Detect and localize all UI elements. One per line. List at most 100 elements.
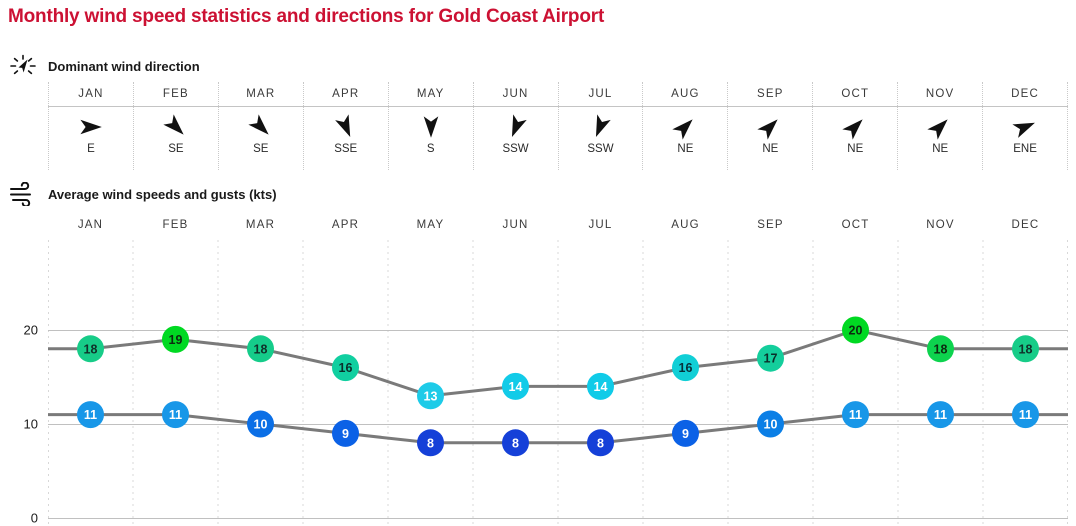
chart-data-point[interactable]: 20 (842, 316, 869, 344)
wind-arrow-icon (927, 112, 953, 142)
chart-data-point[interactable]: 18 (247, 335, 274, 363)
direction-month-label: MAR (246, 88, 276, 100)
chart-month-label: JUL (588, 219, 613, 231)
direction-column-feb: FEB SE (134, 82, 219, 170)
chart-data-point[interactable]: 18 (927, 335, 954, 363)
direction-cell: SE (219, 106, 303, 170)
chart-point-marker[interactable] (927, 335, 954, 363)
chart-point-marker[interactable] (672, 419, 699, 447)
chart-point-value: 10 (254, 418, 268, 432)
chart-data-point[interactable]: 17 (757, 344, 784, 372)
chart-point-marker[interactable] (587, 372, 614, 400)
chart-point-value: 14 (594, 380, 608, 394)
dominant-wind-direction-label: Dominant wind direction (48, 58, 200, 74)
chart-data-point[interactable]: 14 (587, 372, 614, 400)
chart-point-marker[interactable] (247, 335, 274, 363)
wind-speed-chart: JAN FEB MAR APR MAY JUN JUL AUG SEP OCT NOV DEC 0 10… (0, 210, 1076, 526)
direction-month-label: DEC (1011, 88, 1040, 100)
chart-point-marker[interactable] (417, 429, 444, 457)
chart-data-point[interactable]: 18 (77, 335, 104, 363)
direction-column-jan: JAN E (48, 82, 134, 170)
direction-compass-label: E (87, 143, 95, 155)
wind-arrow-icon (842, 112, 868, 142)
wind-direction-arrow-icon (8, 54, 38, 78)
chart-month-label: AUG (671, 219, 700, 231)
direction-cell: NE (813, 106, 897, 170)
direction-month-label: NOV (925, 88, 955, 100)
chart-point-marker[interactable] (927, 401, 954, 429)
chart-point-value: 16 (339, 361, 353, 375)
direction-cell: NE (643, 106, 727, 170)
chart-point-value: 13 (424, 389, 438, 403)
chart-data-point[interactable]: 10 (757, 410, 784, 438)
chart-data-point[interactable]: 11 (1012, 401, 1039, 429)
chart-data-point[interactable]: 14 (502, 372, 529, 400)
wind-arrow-icon (163, 112, 189, 142)
wind-arrow-icon (418, 112, 444, 142)
chart-point-marker[interactable] (162, 325, 189, 353)
chart-data-point[interactable]: 13 (417, 382, 444, 410)
chart-point-value: 8 (427, 436, 434, 450)
average-wind-speeds-label: Average wind speeds and gusts (kts) (48, 186, 277, 202)
chart-point-marker[interactable] (842, 316, 869, 344)
direction-compass-label: SSE (334, 143, 358, 155)
chart-data-point[interactable]: 16 (332, 354, 359, 382)
chart-data-point[interactable]: 19 (162, 325, 189, 353)
chart-month-label: SEP (757, 219, 784, 231)
chart-point-value: 17 (764, 352, 778, 366)
chart-point-value: 11 (849, 408, 862, 422)
wind-arrow-icon (672, 112, 698, 142)
chart-point-marker[interactable] (842, 401, 869, 429)
chart-point-marker[interactable] (1012, 335, 1039, 363)
chart-point-marker[interactable] (672, 354, 699, 382)
chart-point-value: 19 (169, 333, 183, 347)
chart-point-marker[interactable] (502, 429, 529, 457)
chart-point-marker[interactable] (332, 354, 359, 382)
chart-y-tick-label: 20 (23, 322, 38, 338)
chart-point-marker[interactable] (757, 410, 784, 438)
chart-series-line-speeds (48, 413, 1068, 445)
chart-data-point[interactable]: 11 (162, 401, 189, 429)
chart-svg: 18 19 18 16 13 14 14 16 17 20 18 18 11 11 10 9 8 8 8 9 10 11 1… (48, 240, 1068, 526)
chart-point-marker[interactable] (247, 410, 274, 438)
chart-data-point[interactable]: 11 (927, 401, 954, 429)
page-title: Monthly wind speed statistics and direct… (8, 6, 605, 27)
chart-data-point[interactable]: 10 (247, 410, 274, 438)
direction-compass-label: S (426, 143, 435, 155)
chart-point-marker[interactable] (332, 419, 359, 447)
wind-arrow-icon (1012, 112, 1038, 142)
chart-data-point[interactable]: 11 (77, 401, 104, 429)
chart-data-point[interactable]: 11 (842, 401, 869, 429)
chart-data-point[interactable]: 9 (672, 419, 699, 447)
direction-cell: SE (134, 106, 218, 170)
chart-point-marker[interactable] (1012, 401, 1039, 429)
chart-data-point[interactable]: 18 (1012, 335, 1039, 363)
direction-column-may: MAY S (389, 82, 474, 170)
chart-data-point[interactable]: 8 (587, 429, 614, 457)
chart-data-point[interactable]: 16 (672, 354, 699, 382)
chart-month-label: DEC (1011, 219, 1040, 231)
chart-month-label: APR (331, 219, 360, 231)
chart-point-value: 9 (342, 427, 349, 441)
direction-cell: NE (728, 106, 812, 170)
chart-point-marker[interactable] (417, 382, 444, 410)
direction-cell: E (49, 106, 133, 170)
chart-point-value: 18 (84, 342, 98, 356)
direction-cell: SSW (559, 106, 643, 170)
direction-compass-label: SE (253, 143, 269, 155)
chart-point-marker[interactable] (502, 372, 529, 400)
direction-month-label: APR (332, 88, 360, 100)
chart-month-label: JUN (502, 219, 529, 231)
chart-data-point[interactable]: 8 (502, 429, 529, 457)
chart-point-marker[interactable] (77, 401, 104, 429)
chart-point-value: 9 (682, 427, 689, 441)
chart-point-marker[interactable] (162, 401, 189, 429)
chart-data-point[interactable]: 8 (417, 429, 444, 457)
chart-point-marker[interactable] (77, 335, 104, 363)
chart-data-point[interactable]: 9 (332, 419, 359, 447)
chart-month-label: JAN (77, 219, 104, 231)
chart-month-label: OCT (841, 219, 870, 231)
chart-point-marker[interactable] (587, 429, 614, 457)
chart-y-tick-label: 0 (30, 510, 38, 526)
chart-point-marker[interactable] (757, 344, 784, 372)
